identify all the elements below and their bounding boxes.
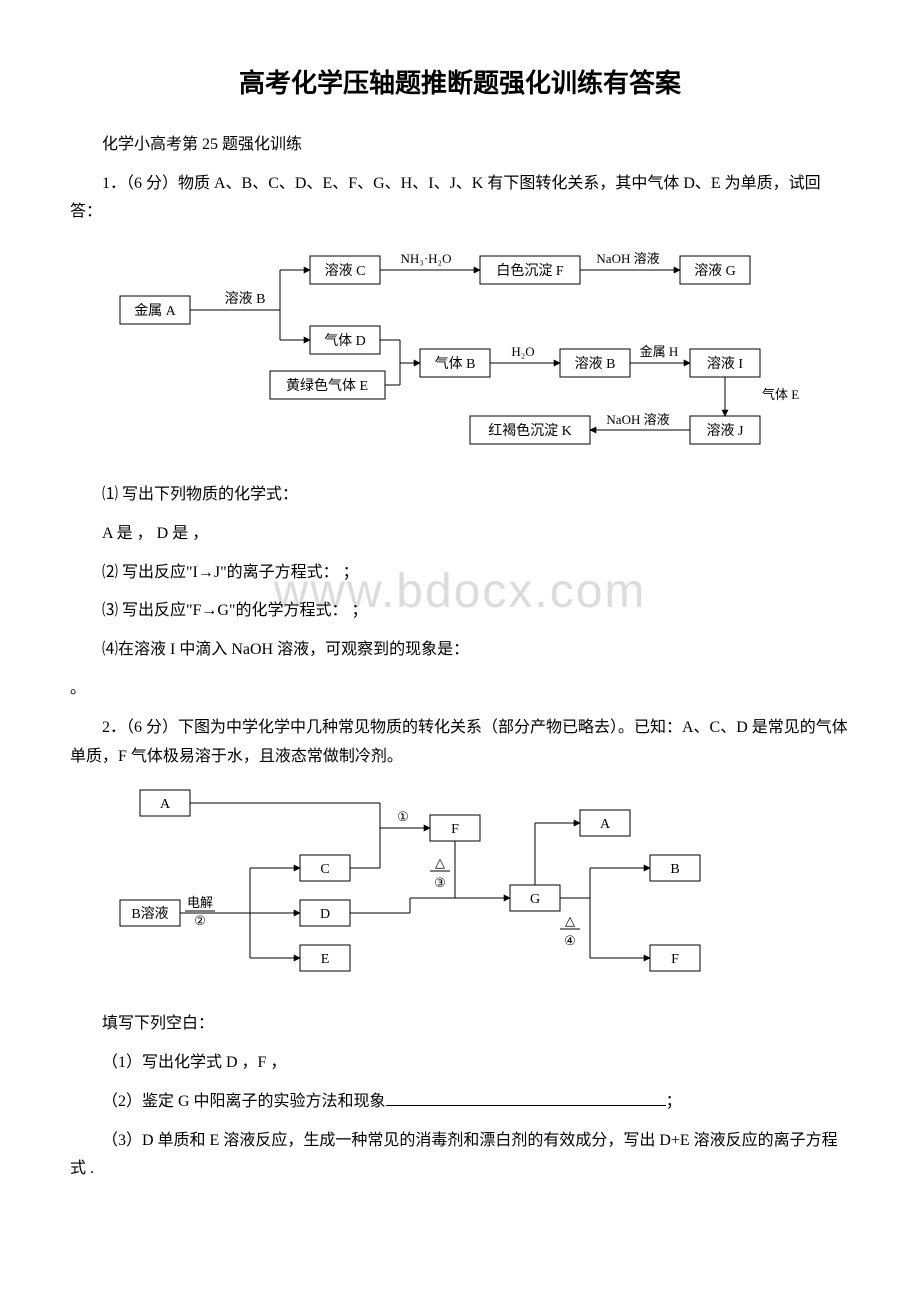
q2-post3: （2）鉴定 G 中阳离子的实验方法和现象 ； — [70, 1088, 850, 1117]
q1-diagram: 金属 A 溶液 B 溶液 C 气体 D 黄绿色气体 E NH₃·H₂O 白色沉淀… — [110, 241, 850, 467]
svg-text:NaOH 溶液: NaOH 溶液 — [596, 251, 659, 266]
q2-stem: 2．（6 分）下图为中学化学中几种常见物质的转化关系（部分产物已略去）。已知：A… — [70, 714, 850, 772]
q2-diagram: A B溶液 电解 ② C D E ① F △ — [110, 785, 850, 996]
svg-text:D: D — [320, 907, 330, 922]
intro-text: 化学小高考第 25 题强化训练 — [70, 131, 850, 160]
svg-text:金属 A: 金属 A — [134, 303, 176, 319]
svg-text:△: △ — [565, 913, 575, 928]
blank-underline — [386, 1090, 666, 1106]
svg-text:电解: 电解 — [187, 895, 213, 910]
svg-text:②: ② — [194, 913, 206, 928]
svg-text:B: B — [670, 862, 679, 877]
svg-text:A: A — [160, 797, 171, 812]
svg-text:溶液 G: 溶液 G — [694, 263, 736, 279]
q2-post4: （3）D 单质和 E 溶液反应，生成一种常见的消毒剂和漂白剂的有效成分，写出 D… — [70, 1127, 850, 1185]
svg-text:C: C — [320, 862, 329, 877]
q1-stem: 1．（6 分）物质 A、B、C、D、E、F、G、H、I、J、K 有下图转化关系，… — [70, 170, 850, 228]
svg-text:溶液 C: 溶液 C — [325, 263, 366, 279]
svg-text:气体 E: 气体 E — [762, 387, 799, 402]
svg-text:H₂O: H₂O — [511, 344, 534, 359]
svg-text:溶液 B: 溶液 B — [225, 291, 266, 307]
svg-text:白色沉淀 F: 白色沉淀 F — [496, 262, 563, 279]
svg-text:E: E — [321, 952, 330, 967]
svg-text:B溶液: B溶液 — [131, 906, 168, 922]
q1-sub1a: A 是 ， D 是 ， — [70, 520, 850, 549]
svg-text:F: F — [451, 822, 459, 837]
q2-post3-text: （2）鉴定 G 中阳离子的实验方法和现象 — [102, 1093, 386, 1110]
page-title: 高考化学压轴题推断题强化训练有答案 — [70, 60, 850, 107]
q2-post3-end: ； — [666, 1093, 682, 1110]
svg-text:气体 D: 气体 D — [324, 333, 366, 349]
q1-sub2: ⑵ 写出反应"I→J"的离子方程式： ； — [70, 559, 850, 588]
svg-text:红褐色沉淀 K: 红褐色沉淀 K — [488, 422, 572, 439]
svg-text:③: ③ — [434, 875, 446, 890]
q1-sub4: ⑷在溶液 I 中滴入 NaOH 溶液，可观察到的现象是： — [70, 636, 850, 665]
watermark-region: www.bdocx.com ⑵ 写出反应"I→J"的离子方程式： ； ⑶ 写出反… — [70, 559, 850, 627]
svg-text:溶液 B: 溶液 B — [575, 356, 616, 372]
svg-text:NH₃·H₂O: NH₃·H₂O — [401, 251, 452, 266]
svg-text:溶液 I: 溶液 I — [707, 356, 743, 372]
svg-text:△: △ — [435, 855, 445, 870]
svg-text:A: A — [600, 817, 611, 832]
svg-text:气体 B: 气体 B — [435, 356, 476, 372]
q1-sub3: ⑶ 写出反应"F→G"的化学方程式： ； — [70, 597, 850, 626]
q1-sub1: ⑴ 写出下列物质的化学式： — [70, 481, 850, 510]
svg-text:④: ④ — [564, 933, 576, 948]
q1-sub4-end: 。 — [70, 675, 850, 704]
svg-text:NaOH 溶液: NaOH 溶液 — [606, 412, 669, 427]
svg-text:黄绿色气体 E: 黄绿色气体 E — [286, 377, 368, 394]
q2-post1: 填写下列空白： — [70, 1010, 850, 1039]
svg-text:金属 H: 金属 H — [640, 344, 679, 359]
svg-text:①: ① — [397, 809, 409, 824]
q2-post2: （1）写出化学式 D ，F ， — [70, 1049, 850, 1078]
svg-text:溶液 J: 溶液 J — [707, 423, 744, 439]
svg-text:G: G — [530, 892, 540, 907]
svg-text:F: F — [671, 952, 679, 967]
